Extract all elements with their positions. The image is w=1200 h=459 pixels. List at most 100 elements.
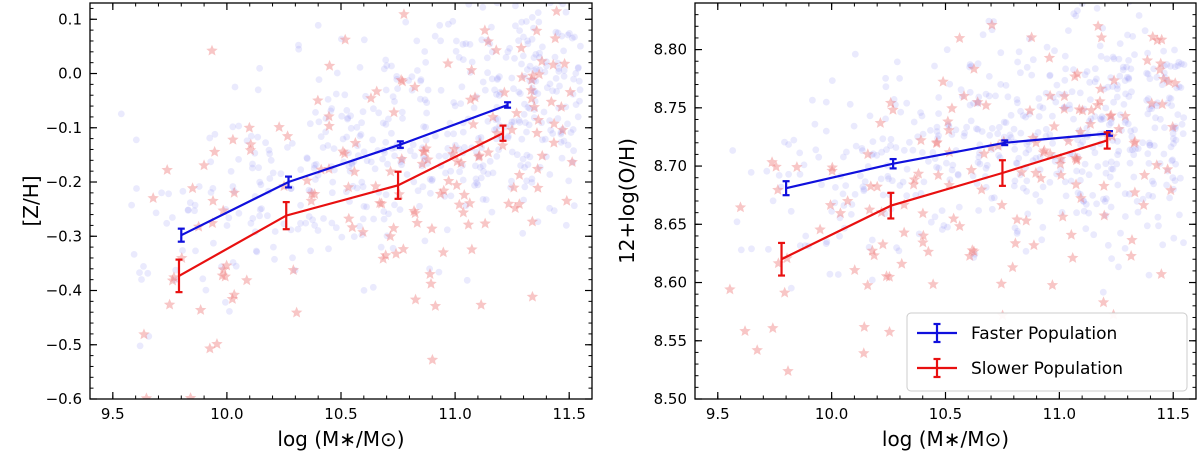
slower-sample-star xyxy=(398,8,410,20)
faster-sample-point xyxy=(1115,263,1122,271)
legend-label: Faster Population xyxy=(971,324,1117,344)
faster-sample-point xyxy=(1161,124,1168,131)
faster-sample-point xyxy=(466,68,474,76)
faster-sample-point xyxy=(969,172,977,180)
slower-sample-star xyxy=(466,243,478,255)
faster-sample-point xyxy=(1066,101,1073,109)
faster-sample-point xyxy=(1146,105,1153,113)
faster-sample-point xyxy=(1039,183,1047,191)
faster-sample-point xyxy=(1144,150,1152,158)
faster-sample-point xyxy=(1014,58,1021,66)
faster-sample-point xyxy=(389,93,397,100)
faster-sample-point xyxy=(1073,209,1080,217)
faster-sample-point xyxy=(453,37,460,45)
oh-mass-panel: 9.5 10.0 10.5 11.0 11.5 8.50 8.55 8.60 8.65 8.70 8… xyxy=(615,2,1197,451)
slower-sample-star xyxy=(1085,104,1098,116)
faster-sample-point xyxy=(489,169,497,177)
faster-sample-point xyxy=(1070,66,1077,73)
faster-sample-point xyxy=(492,116,500,124)
faster-sample-point xyxy=(1031,132,1039,140)
faster-sample-point xyxy=(1061,178,1069,186)
faster-sample-point xyxy=(877,175,885,183)
slower-sample-star xyxy=(1155,33,1168,45)
faster-sample-point xyxy=(324,142,332,149)
faster-sample-point xyxy=(437,37,444,45)
faster-sample-point xyxy=(531,88,539,95)
slower-series-line xyxy=(178,132,504,277)
slower-sample-star xyxy=(498,86,511,98)
faster-sample-point xyxy=(398,108,406,116)
slower-sample-star xyxy=(464,93,477,105)
faster-sample-point xyxy=(896,182,904,189)
faster-sample-point xyxy=(982,183,990,191)
faster-sample-point xyxy=(277,170,285,178)
faster-sample-point xyxy=(1157,115,1164,123)
faster-sample-point xyxy=(484,69,491,77)
slower-sample-star xyxy=(1094,82,1107,94)
faster-sample-point xyxy=(554,59,562,67)
faster-sample-point xyxy=(997,81,1005,88)
slower-sample-star xyxy=(1094,95,1106,107)
faster-sample-point xyxy=(1143,97,1151,104)
slower-sample-star xyxy=(1129,186,1141,198)
faster-sample-point xyxy=(332,90,340,98)
slower-error-bar xyxy=(887,191,895,220)
faster-sample-point xyxy=(369,136,376,144)
faster-sample-point xyxy=(511,55,518,62)
slower-sample-star xyxy=(917,229,930,241)
faster-sample-point xyxy=(230,188,238,195)
faster-sample-point xyxy=(1125,74,1133,82)
faster-sample-point xyxy=(949,161,957,169)
faster-sample-point xyxy=(1104,241,1112,249)
faster-sample-point xyxy=(1011,177,1019,185)
faster-sample-point xyxy=(258,205,265,213)
faster-sample-point xyxy=(520,196,527,204)
faster-sample-point xyxy=(575,64,582,71)
faster-sample-point xyxy=(1110,55,1118,63)
faster-sample-point xyxy=(524,161,532,169)
faster-sample-point xyxy=(476,163,484,171)
faster-sample-point xyxy=(954,171,962,179)
faster-sample-point xyxy=(1106,173,1114,181)
slower-sample-star xyxy=(138,328,150,340)
faster-sample-point xyxy=(1004,93,1012,101)
faster-sample-point xyxy=(935,132,942,140)
slower-sample-star xyxy=(1030,136,1042,148)
faster-sample-point xyxy=(382,56,390,64)
faster-sample-point xyxy=(322,115,330,122)
slower-sample-star xyxy=(396,153,408,164)
faster-sample-point xyxy=(534,90,542,97)
faster-sample-point xyxy=(1174,111,1182,118)
faster-sample-point xyxy=(1123,73,1131,81)
faster-sample-point xyxy=(526,77,534,85)
faster-sample-point xyxy=(1109,137,1117,144)
faster-sample-point xyxy=(297,201,304,209)
slower-sample-star xyxy=(1035,172,1047,184)
faster-sample-point xyxy=(1017,69,1024,77)
slower-sample-star xyxy=(1020,214,1032,226)
faster-sample-point xyxy=(992,92,999,100)
slower-sample-star xyxy=(978,147,990,159)
faster-sample-point xyxy=(516,90,524,97)
faster-sample-point xyxy=(541,135,549,143)
faster-sample-point xyxy=(906,138,913,146)
faster-sample-point xyxy=(371,165,379,173)
faster-sample-point xyxy=(521,100,528,108)
faster-sample-point xyxy=(1082,200,1090,208)
faster-sample-point xyxy=(209,185,217,192)
faster-sample-point xyxy=(330,145,338,153)
faster-sample-point xyxy=(235,156,243,163)
faster-sample-point xyxy=(520,33,527,41)
faster-sample-point xyxy=(235,209,243,217)
slower-sample-star xyxy=(424,268,436,280)
faster-sample-point xyxy=(256,178,264,186)
faster-sample-point xyxy=(262,139,269,147)
faster-sample-point xyxy=(802,232,810,240)
faster-sample-point xyxy=(266,175,274,182)
faster-sample-point xyxy=(931,62,938,70)
slower-series xyxy=(175,124,507,294)
slower-sample-star xyxy=(1104,110,1117,121)
faster-sample-point xyxy=(132,136,140,144)
faster-sample-point xyxy=(523,177,530,185)
faster-sample-point xyxy=(362,92,369,100)
